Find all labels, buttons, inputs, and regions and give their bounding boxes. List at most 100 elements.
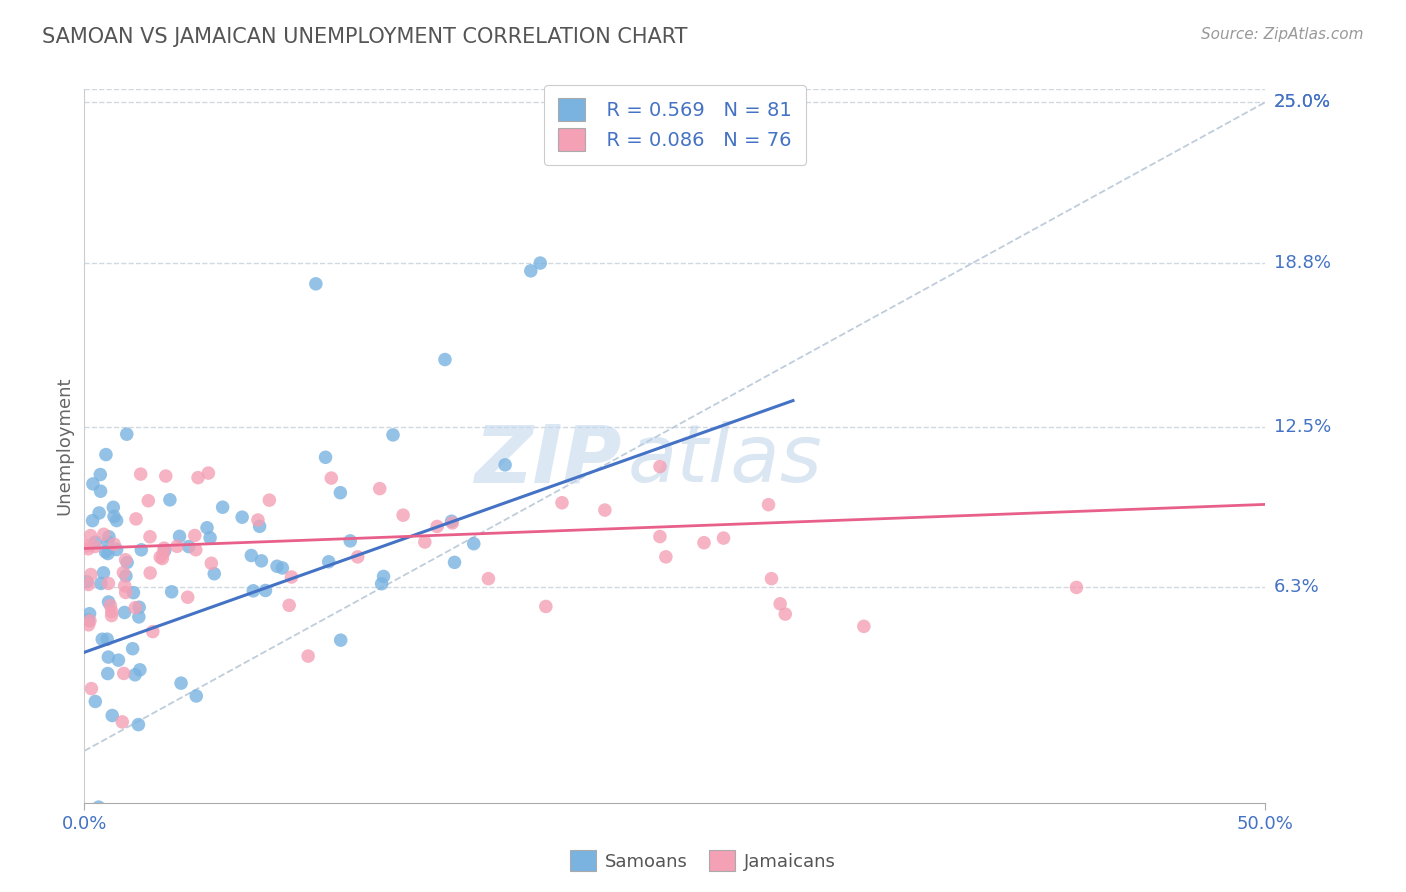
Point — [103, 509, 125, 524]
Text: 25.0%: 25.0% — [1274, 93, 1331, 112]
Legend: Samoans, Jamaicans: Samoans, Jamaicans — [564, 843, 842, 879]
Point — [103, 500, 125, 515]
Point — [246, 513, 269, 527]
Point — [124, 667, 146, 681]
Point — [76, 539, 98, 553]
Point — [769, 597, 792, 611]
Point — [329, 633, 352, 648]
Point — [240, 549, 263, 563]
Point — [655, 549, 678, 564]
Point — [77, 541, 100, 556]
Text: 18.8%: 18.8% — [1274, 254, 1330, 272]
Point — [426, 519, 449, 533]
Legend:   R = 0.569   N = 81,   R = 0.086   N = 76: R = 0.569 N = 81, R = 0.086 N = 76 — [544, 85, 806, 164]
Point — [198, 531, 221, 545]
Point — [693, 535, 716, 549]
Point — [84, 694, 107, 708]
Point — [101, 708, 124, 723]
Point — [152, 547, 174, 561]
Point — [82, 514, 104, 528]
Point — [84, 535, 107, 549]
Point — [139, 530, 162, 544]
Text: SAMOAN VS JAMAICAN UNEMPLOYMENT CORRELATION CHART: SAMOAN VS JAMAICAN UNEMPLOYMENT CORRELAT… — [42, 27, 688, 46]
Point — [107, 653, 129, 667]
Point — [170, 676, 193, 690]
Point — [97, 595, 120, 609]
Point — [443, 555, 465, 569]
Point — [197, 466, 219, 480]
Point — [93, 527, 115, 541]
Point — [89, 467, 111, 482]
Point — [177, 591, 200, 605]
Point — [520, 264, 543, 278]
Text: ZIP: ZIP — [474, 421, 621, 500]
Point — [79, 607, 101, 621]
Point — [211, 500, 233, 515]
Point — [90, 484, 112, 499]
Point — [87, 800, 110, 814]
Point — [249, 519, 271, 533]
Point — [114, 585, 136, 599]
Point — [153, 543, 176, 558]
Y-axis label: Unemployment: Unemployment — [55, 376, 73, 516]
Point — [97, 535, 120, 549]
Point — [195, 521, 218, 535]
Point — [93, 566, 115, 580]
Point — [115, 569, 138, 583]
Point — [315, 450, 337, 465]
Point — [259, 493, 281, 508]
Text: 25.0%: 25.0% — [1274, 93, 1331, 112]
Point — [200, 556, 222, 570]
Point — [184, 542, 207, 557]
Point — [128, 600, 150, 615]
Point — [100, 599, 122, 613]
Point — [713, 531, 735, 545]
Point — [115, 556, 138, 570]
Point — [82, 476, 104, 491]
Point — [271, 561, 294, 575]
Point — [177, 540, 200, 554]
Point — [139, 566, 162, 580]
Point — [91, 632, 114, 647]
Point — [114, 606, 136, 620]
Point — [114, 579, 136, 593]
Point — [392, 508, 415, 523]
Point — [105, 542, 128, 557]
Point — [529, 256, 551, 270]
Point — [305, 277, 328, 291]
Point — [370, 576, 392, 591]
Point — [441, 516, 464, 530]
Point — [250, 554, 273, 568]
Point — [155, 469, 177, 483]
Point — [128, 663, 150, 677]
Point — [101, 605, 124, 619]
Point — [433, 352, 456, 367]
Point — [159, 492, 181, 507]
Point — [254, 583, 277, 598]
Point — [125, 512, 148, 526]
Point — [852, 619, 875, 633]
Point — [231, 510, 253, 524]
Point — [89, 506, 111, 520]
Point — [494, 458, 516, 472]
Point — [160, 584, 183, 599]
Point — [80, 567, 103, 582]
Point — [758, 498, 780, 512]
Point — [329, 485, 352, 500]
Point — [187, 470, 209, 484]
Point — [121, 641, 143, 656]
Point — [114, 553, 136, 567]
Point — [477, 572, 499, 586]
Point — [124, 600, 146, 615]
Point — [593, 503, 616, 517]
Text: atlas: atlas — [627, 421, 823, 500]
Point — [648, 459, 671, 474]
Point — [136, 493, 159, 508]
Point — [97, 530, 120, 544]
Point — [346, 549, 368, 564]
Point — [111, 714, 134, 729]
Point — [297, 649, 319, 664]
Point — [440, 514, 463, 528]
Point — [534, 599, 557, 614]
Point — [105, 514, 128, 528]
